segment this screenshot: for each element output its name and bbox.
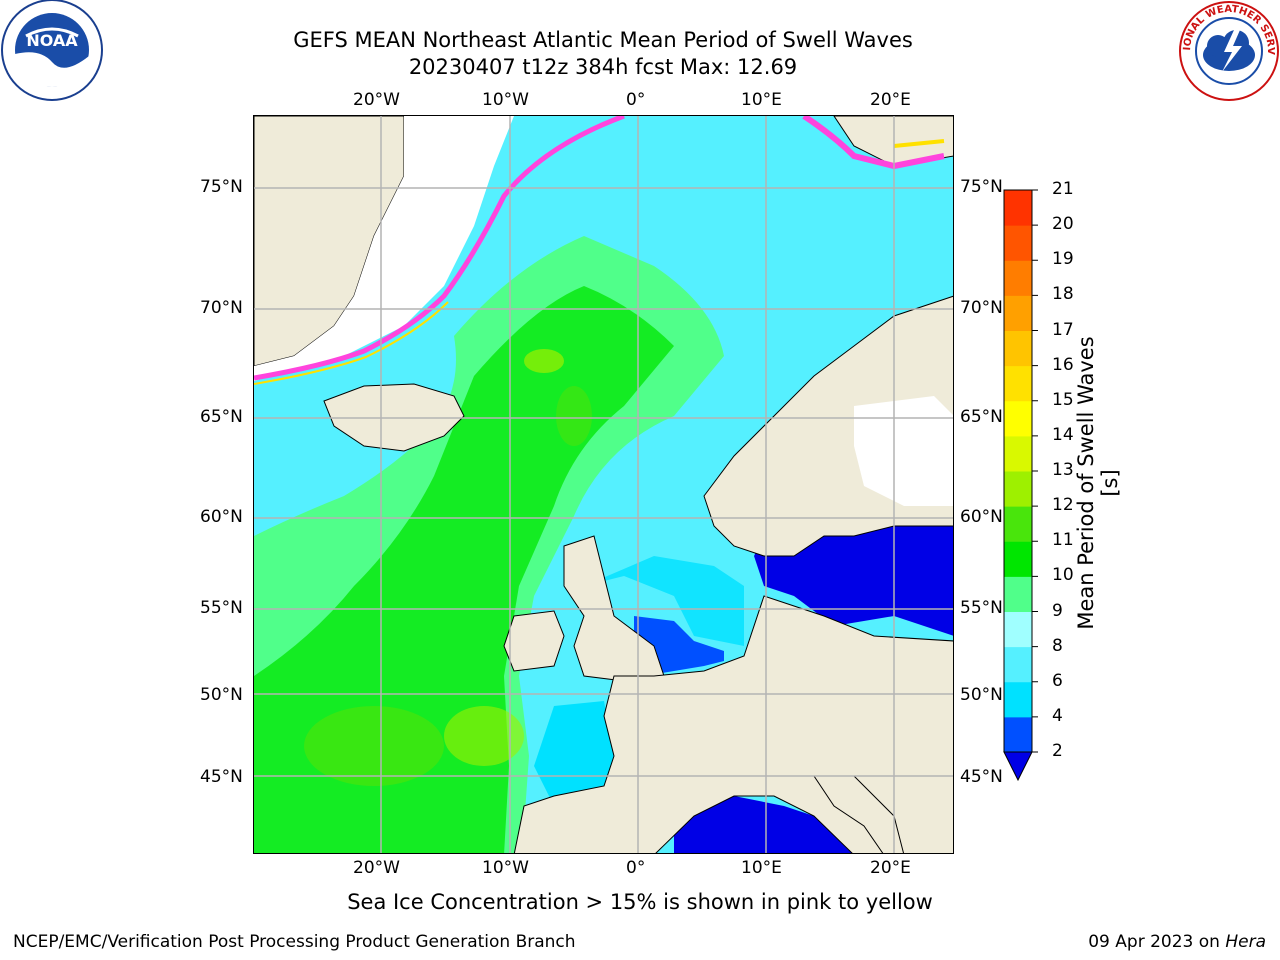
lon-tick-bottom: 10°E — [741, 858, 782, 878]
colorbar-tick-label: 16 — [1052, 354, 1074, 375]
colorbar-tick-label: 6 — [1052, 670, 1063, 691]
noaa-logo: NOAA — [0, 0, 104, 104]
lat-tick-left: 60°N — [200, 507, 243, 527]
lat-tick-left: 55°N — [200, 598, 243, 618]
colorbar-bin — [1004, 506, 1032, 542]
lon-tick-bottom: 20°W — [353, 858, 400, 878]
lat-tick-right: 65°N — [960, 407, 1003, 427]
graticule — [254, 116, 953, 853]
colorbar-tick-label: 2 — [1052, 741, 1063, 761]
colorbar-tick-label: 4 — [1052, 705, 1063, 726]
lon-tick-top: 20°W — [353, 90, 400, 110]
colorbar-bin — [1004, 576, 1032, 612]
colorbar-label: Mean Period of Swell Waves [s] — [1074, 336, 1122, 630]
map-title-line1: GEFS MEAN Northeast Atlantic Mean Period… — [293, 28, 913, 52]
footer-credit: NCEP/EMC/Verification Post Processing Pr… — [13, 932, 576, 952]
lat-tick-right: 45°N — [960, 767, 1003, 787]
colorbar-bin — [1004, 471, 1032, 507]
lon-tick-top: 10°W — [482, 90, 529, 110]
colorbar-tick-label: 19 — [1052, 249, 1074, 270]
lat-tick-right: 60°N — [960, 507, 1003, 527]
colorbar-ticks: 2 4 6 8 9 10 11 12 13 14 15 16 17 18 19 20 21 — [1052, 179, 1112, 772]
colorbar-tick-label: 18 — [1052, 284, 1074, 305]
lat-tick-right: 55°N — [960, 598, 1003, 618]
lat-tick-right: 70°N — [960, 298, 1003, 318]
colorbar-bin — [1004, 295, 1032, 331]
colorbar-bin — [1004, 190, 1032, 226]
lon-tick-bottom: 0° — [626, 858, 646, 878]
lat-tick-left: 45°N — [200, 767, 243, 787]
lat-tick-right: 75°N — [960, 177, 1003, 197]
footer-date: 09 Apr 2023 on Hera — [1088, 932, 1266, 952]
lon-tick-bottom: 10°W — [482, 858, 529, 878]
footer-date-text: 09 Apr 2023 on — [1088, 932, 1226, 952]
colorbar-tick-label: 12 — [1052, 495, 1074, 516]
lon-tick-top: 10°E — [741, 90, 782, 110]
colorbar-bin — [1004, 365, 1032, 402]
colorbar-tick-label: 13 — [1052, 460, 1074, 480]
lon-tick-top: 20°E — [870, 90, 911, 110]
svg-text:NOAA: NOAA — [26, 31, 78, 50]
colorbar-bin — [1004, 260, 1032, 296]
map-canvas — [254, 116, 953, 853]
colorbar-tick-label: 8 — [1052, 635, 1063, 656]
colorbar-tick-label: 21 — [1052, 179, 1074, 199]
colorbar-bin — [1004, 681, 1032, 718]
lat-tick-left: 65°N — [200, 407, 243, 427]
lat-tick-left: 75°N — [200, 177, 243, 197]
colorbar-bin — [1004, 400, 1032, 437]
colorbar-bin — [1004, 225, 1032, 261]
colorbar-tick-label: 9 — [1052, 600, 1063, 621]
colorbar-tick-label: 11 — [1052, 530, 1074, 551]
colorbar-under-arrow — [1003, 751, 1033, 782]
lat-tick-left: 50°N — [200, 685, 243, 705]
lon-tick-top: 0° — [626, 90, 646, 110]
lat-tick-right: 50°N — [960, 685, 1003, 705]
colorbar — [1000, 186, 1080, 786]
lat-tick-left: 70°N — [200, 298, 243, 318]
colorbar-bin — [1004, 646, 1032, 683]
ice-areas — [254, 116, 953, 506]
sea-ice-caption: Sea Ice Concentration > 15% is shown in … — [347, 890, 933, 914]
nws-logo: NATIONAL WEATHER SERVICE — [1174, 0, 1280, 102]
colorbar-tick-label: 17 — [1052, 319, 1074, 340]
footer-host: Hera — [1225, 932, 1266, 952]
colorbar-bin — [1004, 541, 1032, 577]
map-title-line2: 20230407 t12z 384h fcst Max: 12.69 — [408, 55, 798, 79]
lon-tick-bottom: 20°E — [870, 858, 911, 878]
colorbar-tick-label: 10 — [1052, 565, 1074, 586]
colorbar-bin — [1004, 716, 1032, 753]
colorbar-bin — [1004, 611, 1032, 648]
map-plot-area — [253, 115, 954, 854]
colorbar-bin — [1004, 435, 1032, 472]
colorbar-tick-label: 15 — [1052, 389, 1074, 410]
colorbar-tick-label: 14 — [1052, 424, 1074, 445]
colorbar-tick-label: 20 — [1052, 214, 1074, 235]
colorbar-bin — [1004, 330, 1032, 367]
